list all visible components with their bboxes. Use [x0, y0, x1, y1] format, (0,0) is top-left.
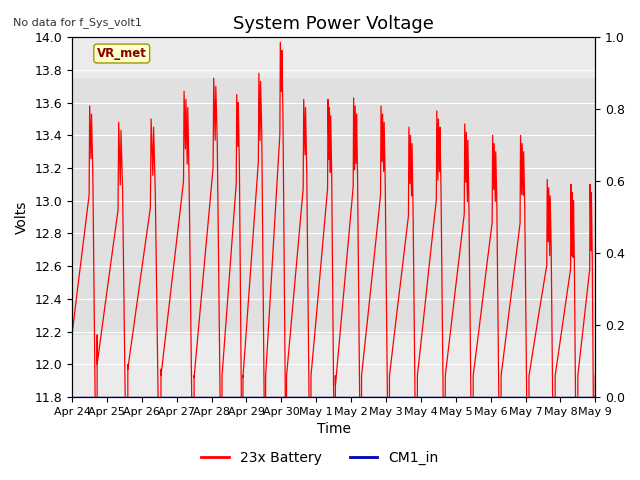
23x Battery [591, 373, 599, 379]
23x Battery [375, 206, 383, 212]
23x Battery [586, 270, 593, 276]
Text: VR_met: VR_met [97, 47, 147, 60]
23x Battery [180, 178, 188, 184]
X-axis label: Time: Time [317, 422, 351, 436]
23x Battery [560, 315, 568, 321]
Legend: 23x Battery, CM1_in: 23x Battery, CM1_in [196, 445, 444, 471]
23x Battery [100, 314, 108, 320]
Bar [72, 37, 595, 78]
23x Battery [276, 39, 284, 45]
Y-axis label: Volts: Volts [15, 201, 29, 234]
Title: System Power Voltage: System Power Voltage [233, 15, 434, 33]
23x Battery [68, 332, 76, 338]
Line: 23x Battery: 23x Battery [72, 42, 595, 480]
23x Battery [80, 236, 88, 242]
Text: No data for f_Sys_volt1: No data for f_Sys_volt1 [13, 17, 141, 28]
Bar [72, 335, 595, 397]
